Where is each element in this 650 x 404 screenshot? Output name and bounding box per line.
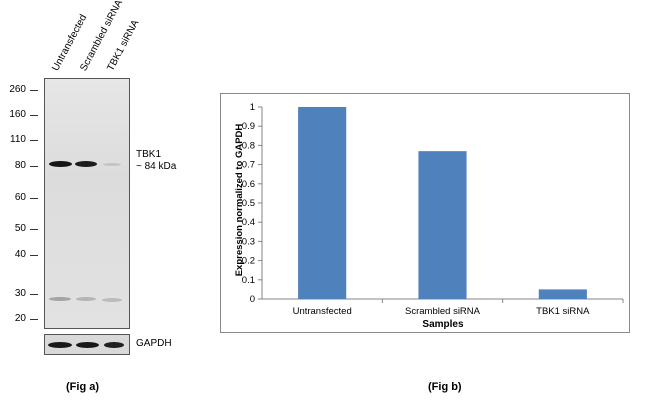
band-gapdh-scrambled	[76, 342, 99, 348]
band-nonspecific-2	[76, 297, 96, 301]
band-tbk1-untransfected	[49, 161, 72, 167]
marker-tick	[30, 229, 38, 230]
chart-frame	[220, 93, 630, 333]
band-tbk1-knockdown	[103, 163, 121, 166]
x-tick-label: TBK1 siRNA	[536, 306, 590, 317]
marker-tick	[30, 255, 38, 256]
y-axis-title: Expression normalized to GAPDH	[234, 124, 245, 277]
marker-40: 40	[14, 249, 26, 260]
blot-membrane-tbk1	[44, 78, 130, 329]
band-nonspecific-3	[102, 298, 122, 302]
marker-30: 30	[14, 288, 26, 299]
marker-tick	[30, 294, 38, 295]
x-axis-title: Samples	[422, 319, 464, 330]
band-gapdh-untransfected	[48, 342, 72, 348]
bar-tbk1-sirna	[538, 289, 587, 299]
marker-tick	[30, 90, 38, 91]
bar-scrambled-sirna	[418, 151, 467, 299]
loading-control-label: GAPDH	[136, 338, 172, 349]
marker-160: 160	[9, 109, 26, 120]
y-tick-label: 0.3	[242, 236, 255, 247]
marker-50: 50	[14, 223, 26, 234]
marker-20: 20	[14, 313, 26, 324]
marker-60: 60	[14, 192, 26, 203]
marker-tick	[30, 166, 38, 167]
band-tbk1-scrambled	[75, 161, 97, 167]
y-tick-label: 0.7	[242, 160, 255, 171]
marker-tick	[30, 140, 38, 141]
marker-110: 110	[10, 134, 26, 145]
caption-fig-a: (Fig a)	[66, 381, 99, 393]
y-tick-label: 0.1	[242, 275, 255, 286]
marker-260: 260	[9, 84, 26, 95]
caption-fig-b: (Fig b)	[428, 381, 462, 393]
band-nonspecific-1	[49, 297, 71, 301]
x-tick-label: Scrambled siRNA	[405, 306, 481, 317]
target-label-size: ~ 84 kDa	[136, 161, 177, 172]
marker-tick	[30, 115, 38, 116]
y-tick-label: 0.6	[242, 179, 255, 190]
blot-membrane-gapdh	[44, 334, 130, 355]
band-gapdh-tbk1-sirna	[104, 342, 124, 348]
target-label-name: TBK1	[136, 149, 162, 160]
marker-80: 80	[14, 160, 26, 171]
y-tick-label: 0.4	[242, 217, 255, 228]
y-tick-label: 0.9	[242, 121, 255, 132]
y-tick-label: 1	[250, 102, 255, 113]
y-tick-label: 0	[250, 294, 255, 305]
y-tick-label: 0.8	[242, 140, 255, 151]
y-tick-label: 0.2	[242, 256, 255, 267]
marker-tick	[30, 319, 38, 320]
x-tick-label: Untransfected	[293, 306, 352, 317]
bar-untransfected	[298, 107, 347, 299]
marker-tick	[30, 198, 38, 199]
y-tick-label: 0.5	[242, 198, 255, 209]
